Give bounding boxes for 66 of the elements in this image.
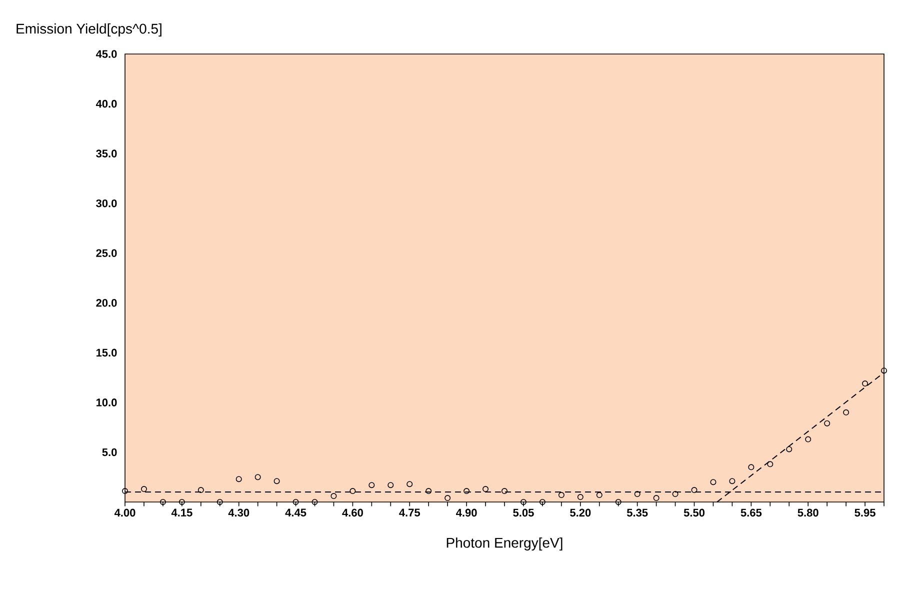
point	[312, 499, 318, 505]
point	[482, 486, 489, 492]
point	[672, 491, 678, 498]
point	[634, 491, 640, 498]
point	[464, 488, 470, 494]
point	[254, 474, 261, 480]
y-tick-label: 20.0	[96, 299, 117, 307]
y-tick-label: 45.0	[96, 50, 117, 58]
y-tick-label: 25.0	[96, 249, 117, 258]
point	[330, 493, 337, 500]
point	[653, 495, 660, 502]
point	[236, 476, 242, 482]
x-tick-label: 5.65	[740, 508, 762, 517]
point	[426, 488, 432, 494]
point	[539, 499, 546, 505]
point	[502, 488, 508, 494]
point	[406, 481, 413, 488]
x-tick-label: 4.75	[399, 508, 420, 516]
point	[160, 499, 166, 505]
x-tick-label: 4.30	[228, 508, 250, 517]
x-tick-label: 4.60	[342, 508, 363, 517]
point	[881, 368, 888, 374]
point	[216, 499, 223, 505]
y-tick-label: 35.0	[96, 150, 117, 158]
point	[767, 461, 774, 468]
point	[862, 380, 868, 387]
point	[577, 494, 584, 500]
point	[292, 499, 299, 505]
point	[140, 486, 147, 492]
point	[122, 488, 128, 494]
point	[274, 478, 280, 484]
point	[824, 420, 830, 426]
y-tick-label: 15.0	[96, 348, 117, 357]
point	[558, 492, 564, 498]
point	[444, 495, 451, 502]
point	[178, 499, 185, 505]
point	[388, 482, 394, 488]
x-axis-title: Photon Energy[eV]	[446, 537, 562, 551]
x-tick-label: 5.20	[570, 508, 591, 517]
point	[729, 478, 736, 484]
x-tick-label: 5.95	[854, 508, 876, 517]
point	[596, 492, 602, 498]
point	[615, 499, 622, 505]
x-tick-label: 5.05	[513, 508, 534, 517]
point	[520, 499, 526, 505]
point	[805, 436, 812, 442]
point	[198, 487, 204, 494]
y-tick-label: 10.0	[96, 398, 117, 406]
x-tick-label: 4.00	[114, 508, 136, 517]
x-tick-label: 5.80	[798, 508, 818, 517]
x-tick-label: 4.45	[285, 508, 306, 516]
point	[368, 482, 375, 488]
y-tick-label: 30.0	[96, 199, 117, 208]
point	[691, 487, 698, 494]
y-tick-label: 5.0	[102, 448, 117, 456]
point	[786, 446, 792, 452]
y-tick-label: 40.0	[96, 100, 117, 108]
x-tick-label: 5.35	[626, 508, 648, 517]
point	[748, 464, 754, 470]
x-tick-label: 4.90	[456, 508, 477, 517]
point	[710, 479, 716, 486]
x-tick-label: 5.50	[684, 508, 705, 517]
x-tick-label: 4.15	[171, 508, 192, 516]
point	[843, 409, 850, 416]
y-axis-title: Emission Yield[cps^0.5]	[16, 23, 162, 36]
point	[350, 488, 356, 494]
